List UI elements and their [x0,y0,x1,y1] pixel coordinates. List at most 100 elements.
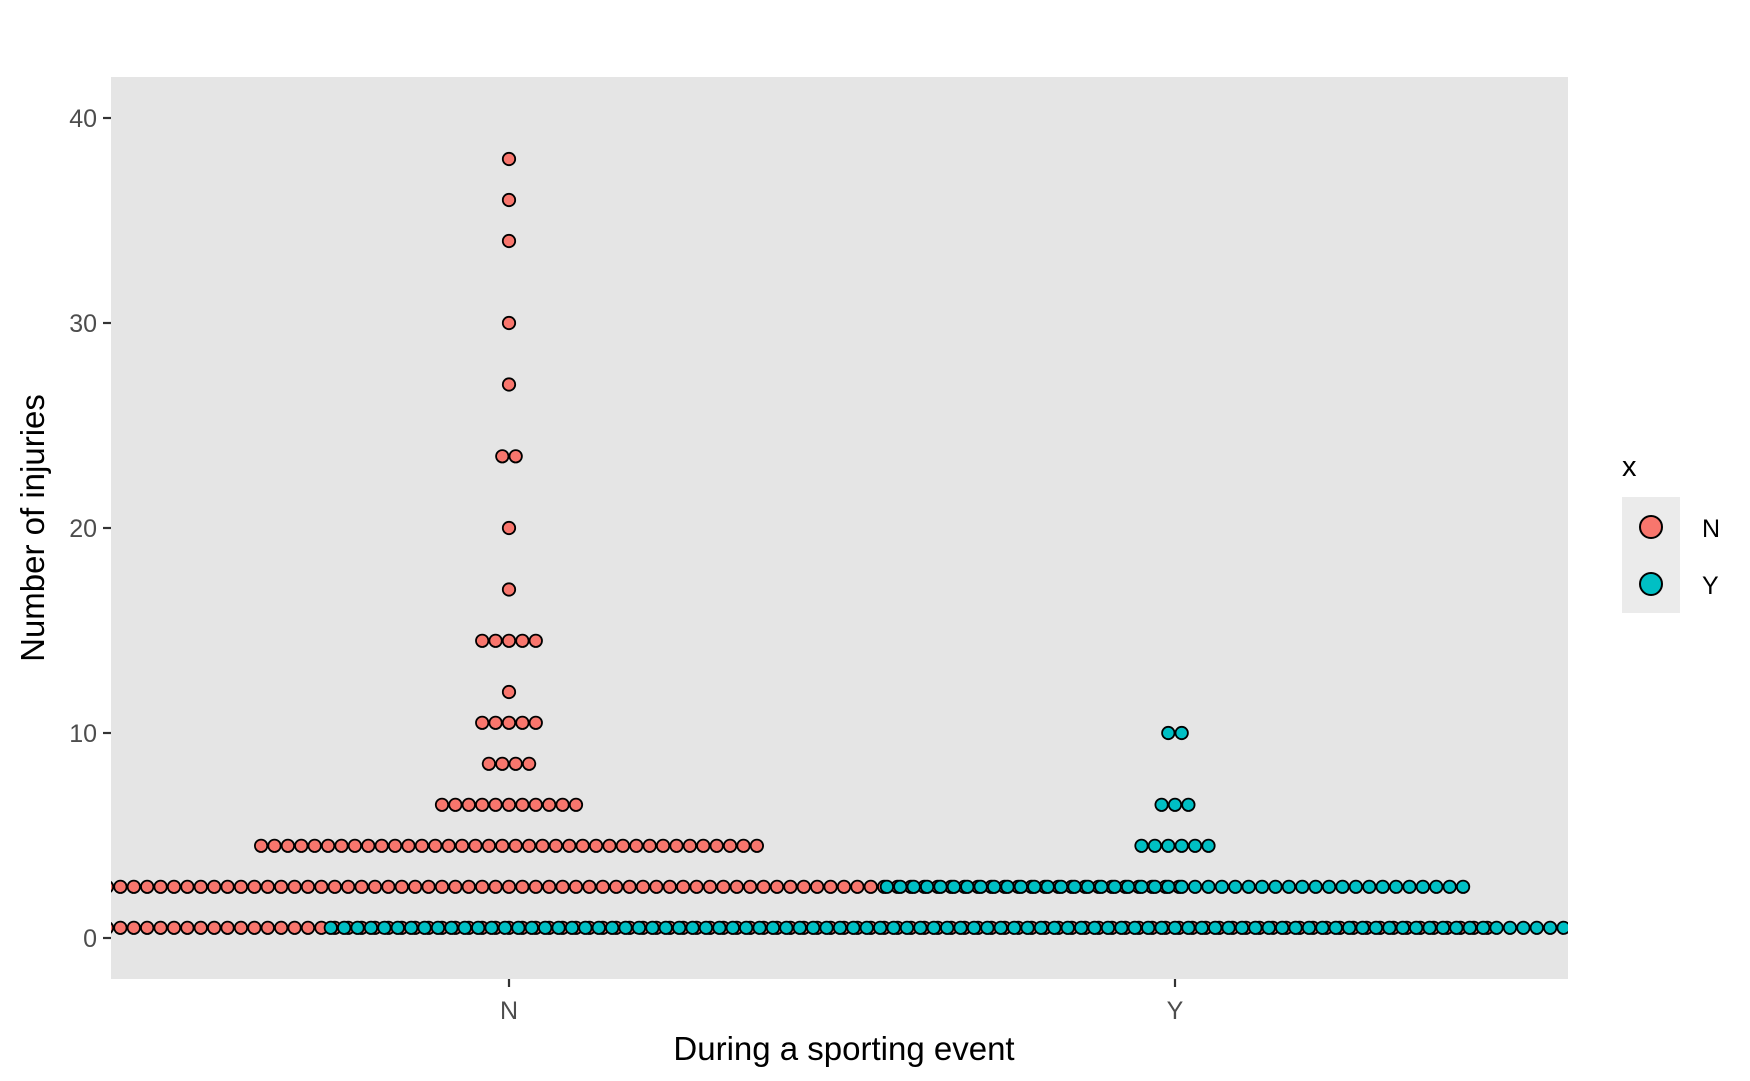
plot-panel [111,77,1568,979]
dot-n [662,879,677,894]
dot-y [1167,920,1183,935]
dot-n [488,797,503,812]
dot-n [475,797,490,812]
dot-y [430,920,446,935]
y-axis-title: Number of injuries [14,394,51,662]
dot-y [1067,879,1082,894]
dot-n [702,879,718,894]
dot-y [1295,879,1310,894]
dot-n [521,838,537,853]
dot-y [1584,922,1596,934]
dot-y [725,920,740,935]
dot-n [548,838,564,853]
dot-n [488,633,503,648]
dot-y [1665,922,1677,934]
dot-y [337,920,352,935]
dot-y [524,920,539,935]
dot-n [448,879,463,894]
dot-y [1422,920,1437,935]
dot-n [401,838,416,853]
dot-n [260,879,275,894]
dot-n [655,838,671,853]
legend-title: x [1622,451,1637,483]
dot-y [873,920,888,935]
dot-y [631,920,647,935]
dot-y [986,879,1002,894]
dot-y [819,920,834,935]
dot-y [1000,879,1015,894]
dot-n [294,838,309,853]
dot-y [1087,920,1102,935]
dot-y [846,920,861,935]
dot-y [1382,920,1397,935]
dot-y [1402,879,1417,894]
dot-n [254,838,269,853]
dot-y [1395,920,1410,935]
dot-n [508,449,523,464]
dot-n [508,756,523,771]
dot-y [739,920,754,935]
dot-y [1234,920,1250,935]
dot-n [568,797,584,812]
dot-n [722,838,738,853]
dot-y [1456,879,1471,894]
dot-y [1389,879,1404,894]
dot-y [1275,920,1290,935]
dot-n [287,920,302,935]
dot-n [408,879,423,894]
dot-n [796,879,811,894]
dot-n [501,520,517,536]
dot-y [1651,922,1663,934]
dot-n [207,920,222,935]
dot-n [501,797,517,812]
dot-n [582,879,597,894]
dot-y [1134,838,1149,853]
dot-y [1409,920,1424,935]
dot-y [1543,920,1558,935]
dot-n [542,879,557,894]
dot-n [475,879,490,894]
dot-n [267,838,282,853]
dot-y [926,920,941,935]
dot-y [1060,920,1075,935]
dot-n [180,879,195,894]
dot-y [672,920,687,935]
dot-y [1718,922,1730,934]
dot-y [1476,920,1491,935]
dot-y [658,920,673,935]
dot-y [906,879,921,894]
dot-y [1027,879,1042,894]
dot-y [712,920,727,935]
dot-n [501,879,517,894]
dot-n [528,879,543,894]
dot-n [562,838,577,853]
dot-y [1100,920,1116,935]
dot-n [34,881,46,893]
dot-n [696,838,711,853]
dot-n [111,880,115,893]
dot-y [1188,838,1203,853]
dot-n [153,920,168,935]
dot-n [47,922,59,934]
dot-n [381,879,396,894]
dot-n [542,797,557,812]
dot-y [1147,879,1163,894]
dot-y [1375,879,1390,894]
dot-y [1556,920,1568,935]
dot-n [87,881,99,893]
dot-y [1705,922,1717,934]
dot-y [1429,879,1444,894]
dot-n [495,449,510,464]
dot-y [1611,922,1623,934]
dot-n [47,881,59,893]
dot-y [1080,879,1096,894]
dot-n [448,797,463,812]
dot-y [377,920,392,935]
dot-n [535,838,550,853]
dot-n [387,838,403,853]
dot-n [7,922,19,934]
dot-n [481,756,496,771]
y-axis: 0 10 20 30 40 [69,105,111,953]
dot-y [1174,725,1189,741]
